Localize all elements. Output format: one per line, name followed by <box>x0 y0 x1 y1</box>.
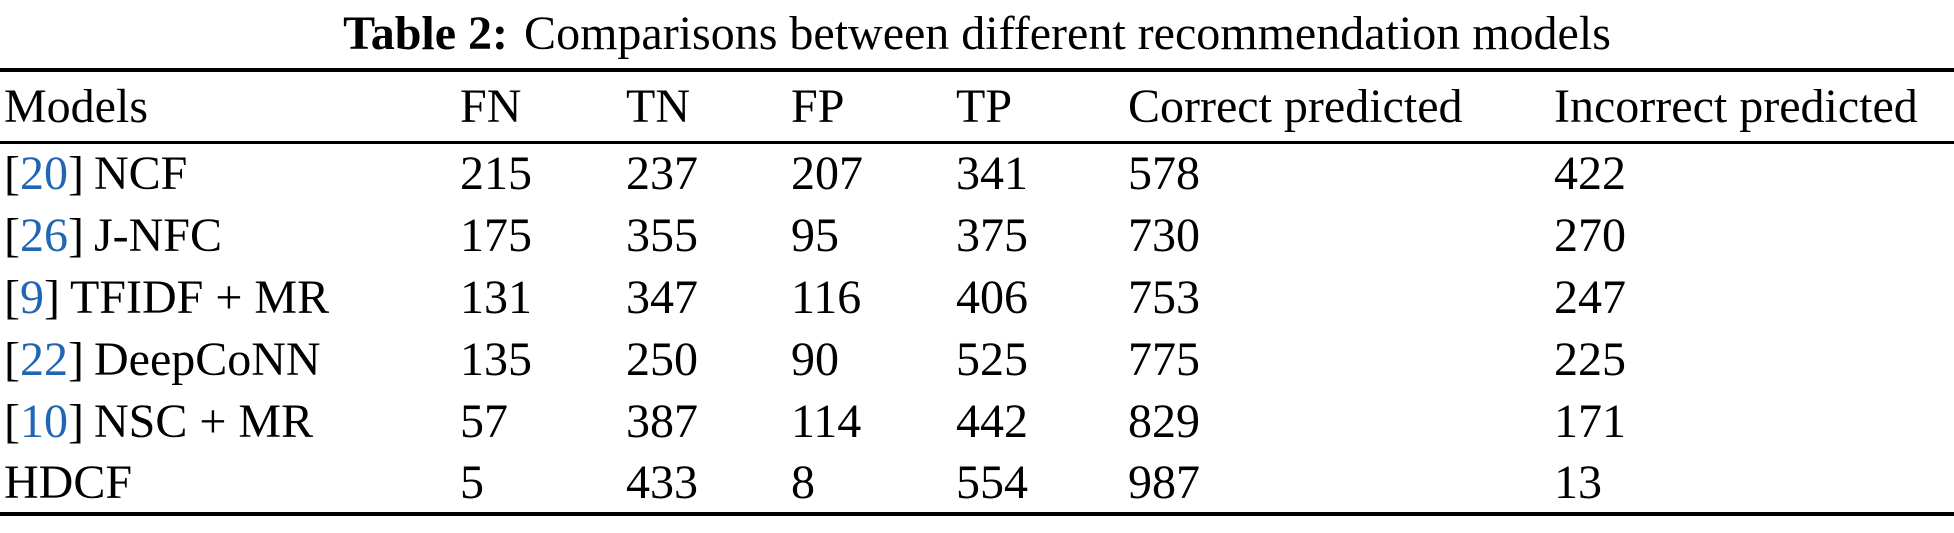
table-row: [22] DeepCoNN 135 250 90 525 775 225 <box>0 328 1954 390</box>
value-cell: 13 <box>1554 455 1602 509</box>
citation-bracket-close: ] <box>67 332 84 386</box>
model-name: DeepCoNN <box>93 332 321 386</box>
model-name: NCF <box>93 147 188 201</box>
citation-link[interactable]: 22 <box>19 332 68 386</box>
value-cell: 215 <box>460 147 532 201</box>
model-cell: [9] TFIDF + MR <box>0 266 460 328</box>
table-caption-label: Table 2: <box>343 7 509 60</box>
table-header-row: Models FN TN FP TP Correct predicted Incorrect… <box>0 70 1954 142</box>
value-cell: 341 <box>956 147 1028 201</box>
value-cell: 114 <box>791 394 862 448</box>
citation-link[interactable]: 10 <box>19 394 68 448</box>
value-cell: 829 <box>1128 394 1200 448</box>
model-name: HDCF <box>4 455 133 509</box>
model-cell: [26] J-NFC <box>0 204 460 266</box>
value-cell: 442 <box>956 394 1028 448</box>
model-cell: [22] DeepCoNN <box>0 328 460 390</box>
model-cell: [10] NSC + MR <box>0 390 460 452</box>
citation-bracket-close: ] <box>67 394 84 448</box>
comparison-table: Models FN TN FP TP Correct predicted Incorrect… <box>0 68 1954 516</box>
citation-link[interactable]: 9 <box>19 270 44 324</box>
citation-link[interactable]: 20 <box>19 147 68 201</box>
table-row: [20] NCF 215 237 207 341 578 422 <box>0 142 1954 204</box>
citation-bracket-close: ] <box>43 270 60 324</box>
value-cell: 237 <box>626 147 698 201</box>
value-cell: 578 <box>1128 147 1200 201</box>
value-cell: 95 <box>791 208 839 262</box>
citation-bracket-close: ] <box>67 147 84 201</box>
citation-link[interactable]: 26 <box>19 208 68 262</box>
model-cell: [20] NCF <box>0 142 460 204</box>
value-cell: 116 <box>791 270 862 324</box>
citation-bracket-open: [ <box>4 208 20 262</box>
value-cell: 270 <box>1554 208 1626 262</box>
value-cell: 347 <box>626 270 698 324</box>
citation-bracket-open: [ <box>4 270 20 324</box>
value-cell: 987 <box>1128 455 1200 509</box>
value-cell: 8 <box>791 455 815 509</box>
value-cell: 375 <box>956 208 1028 262</box>
table-caption-text: Comparisons between different recommenda… <box>524 7 1611 60</box>
model-name: J-NFC <box>93 208 223 262</box>
table-caption: Table 2: Comparisons between different re… <box>0 0 1954 68</box>
table-row: [26] J-NFC 175 355 95 375 730 270 <box>0 204 1954 266</box>
column-header-fp: FP <box>791 79 845 133</box>
value-cell: 131 <box>460 270 532 324</box>
value-cell: 225 <box>1554 332 1626 386</box>
value-cell: 171 <box>1554 394 1626 448</box>
column-header-tp: TP <box>956 79 1013 133</box>
value-cell: 406 <box>956 270 1028 324</box>
citation-bracket-open: [ <box>4 147 20 201</box>
column-header-models: Models <box>4 79 148 133</box>
model-name: TFIDF + MR <box>69 270 330 324</box>
value-cell: 175 <box>460 208 532 262</box>
value-cell: 433 <box>626 455 698 509</box>
value-cell: 135 <box>460 332 532 386</box>
citation-bracket-open: [ <box>4 332 20 386</box>
value-cell: 387 <box>626 394 698 448</box>
model-cell: HDCF <box>0 452 460 514</box>
value-cell: 250 <box>626 332 698 386</box>
value-cell: 90 <box>791 332 839 386</box>
column-header-incorrect-predicted: Incorrect predicted <box>1554 79 1918 133</box>
column-header-fn: FN <box>460 79 522 133</box>
value-cell: 554 <box>956 455 1028 509</box>
value-cell: 422 <box>1554 147 1626 201</box>
model-name: NSC + MR <box>93 394 314 448</box>
value-cell: 730 <box>1128 208 1200 262</box>
value-cell: 525 <box>956 332 1028 386</box>
value-cell: 775 <box>1128 332 1200 386</box>
value-cell: 207 <box>791 147 863 201</box>
table-row: HDCF 5 433 8 554 987 13 <box>0 452 1954 514</box>
column-header-tn: TN <box>626 79 690 133</box>
citation-bracket-close: ] <box>67 208 84 262</box>
paper-table-figure: Table 2: Comparisons between different re… <box>0 0 1954 516</box>
value-cell: 753 <box>1128 270 1200 324</box>
column-header-correct-predicted: Correct predicted <box>1128 79 1463 133</box>
value-cell: 355 <box>626 208 698 262</box>
value-cell: 247 <box>1554 270 1626 324</box>
value-cell: 5 <box>460 455 484 509</box>
value-cell: 57 <box>460 394 508 448</box>
table-row: [10] NSC + MR 57 387 114 442 829 171 <box>0 390 1954 452</box>
table-row: [9] TFIDF + MR 131 347 116 406 753 247 <box>0 266 1954 328</box>
citation-bracket-open: [ <box>4 394 20 448</box>
